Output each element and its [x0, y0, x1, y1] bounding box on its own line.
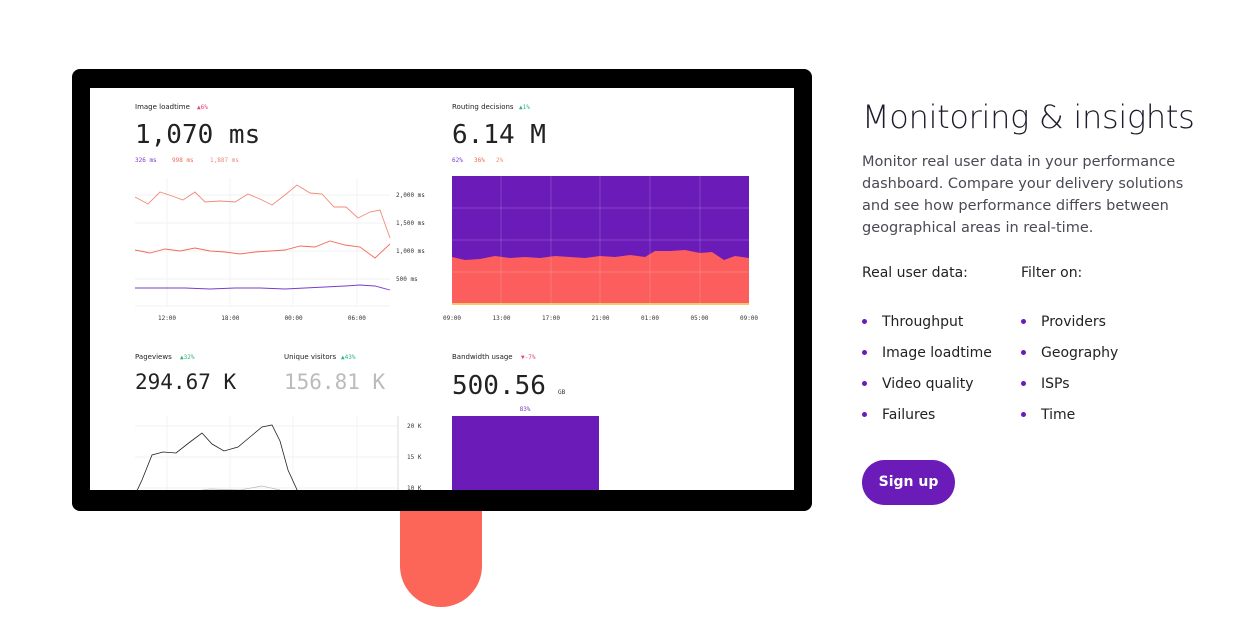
list-item: Geography	[1021, 342, 1118, 373]
tick-label: 12:00	[158, 315, 176, 322]
metric: 500.56	[452, 371, 546, 401]
heading: Monitoring & insights	[862, 98, 1195, 136]
bar	[452, 416, 599, 490]
list-item: Video quality	[862, 373, 992, 404]
panel-label: Routing decisions	[452, 103, 514, 111]
tick-label: 1,500 ms	[396, 220, 425, 227]
feature-list: Throughput Image loadtime Video quality Fai…	[862, 311, 992, 435]
dashboard: Image loadtime ▲6% 1,070 ms 326 ms 998 m…	[134, 103, 758, 492]
list-item: Time	[1021, 404, 1118, 435]
tick-label: 18:00	[221, 315, 239, 322]
tick-label: 09:00	[443, 315, 461, 322]
tick-label: 21:00	[591, 315, 609, 322]
panel-label: Pageviews	[135, 353, 172, 361]
metric: 6.14 M	[452, 120, 546, 150]
tick-label: 05:00	[690, 315, 708, 322]
change: ▲6%	[197, 104, 208, 111]
line	[200, 485, 281, 490]
list-item: ISPs	[1021, 373, 1118, 404]
breakdown: 36%	[474, 157, 485, 164]
breakdown: 1,887 ms	[210, 157, 239, 164]
change: ▼-7%	[521, 354, 536, 361]
line	[134, 184, 391, 239]
unit: GB	[558, 389, 566, 396]
metric: 156.81 K	[284, 370, 386, 394]
change: ▲32%	[180, 354, 195, 361]
tick-label: 17:00	[542, 315, 560, 322]
metric: 294.67 K	[135, 370, 237, 394]
tick-label: 15 K	[407, 454, 422, 461]
tick-label: 10 K	[407, 485, 422, 492]
tick-label: 13:00	[492, 315, 510, 322]
breakdown: 62%	[452, 157, 463, 164]
tick-label: 20 K	[407, 423, 422, 430]
tick-label: 2,000 ms	[396, 192, 425, 199]
line	[136, 424, 298, 490]
change: ▲43%	[341, 354, 356, 361]
tick-label: 06:00	[348, 315, 366, 322]
monitor-illustration: Image loadtime ▲6% 1,070 ms 326 ms 998 m…	[72, 69, 812, 607]
list-item: Image loadtime	[862, 342, 992, 373]
panel-label: Image loadtime	[135, 103, 190, 111]
list-item: Providers	[1021, 311, 1118, 342]
list-item: Failures	[862, 404, 992, 435]
tick-label: 09:00	[740, 315, 758, 322]
list-heading: Real user data:	[862, 265, 968, 281]
description: Monitor real user data in your performan…	[862, 154, 1184, 236]
tick-label: 01:00	[641, 315, 659, 322]
grid	[452, 176, 749, 305]
breakdown: 998 ms	[172, 157, 194, 164]
line	[134, 240, 391, 259]
panel-label: Unique visitors	[284, 353, 337, 361]
tick-label: 500 ms	[396, 276, 418, 283]
filter-list: Providers Geography ISPs Time	[1021, 311, 1118, 435]
breakdown: 2%	[496, 157, 504, 164]
bar-label: 83%	[520, 406, 531, 413]
change: ▲1%	[519, 104, 530, 111]
list-heading: Filter on:	[1021, 265, 1083, 281]
line	[135, 284, 391, 291]
tick-label: 1,000 ms	[396, 248, 425, 255]
metric: 1,070 ms	[135, 120, 260, 150]
breakdown: 326 ms	[135, 157, 157, 164]
signup-button[interactable]: Sign up	[862, 460, 955, 505]
area	[452, 250, 749, 305]
panel-label: Bandwidth usage	[452, 353, 513, 361]
list-item: Throughput	[862, 311, 992, 342]
tick-label: 00:00	[285, 315, 303, 322]
area	[452, 303, 749, 305]
